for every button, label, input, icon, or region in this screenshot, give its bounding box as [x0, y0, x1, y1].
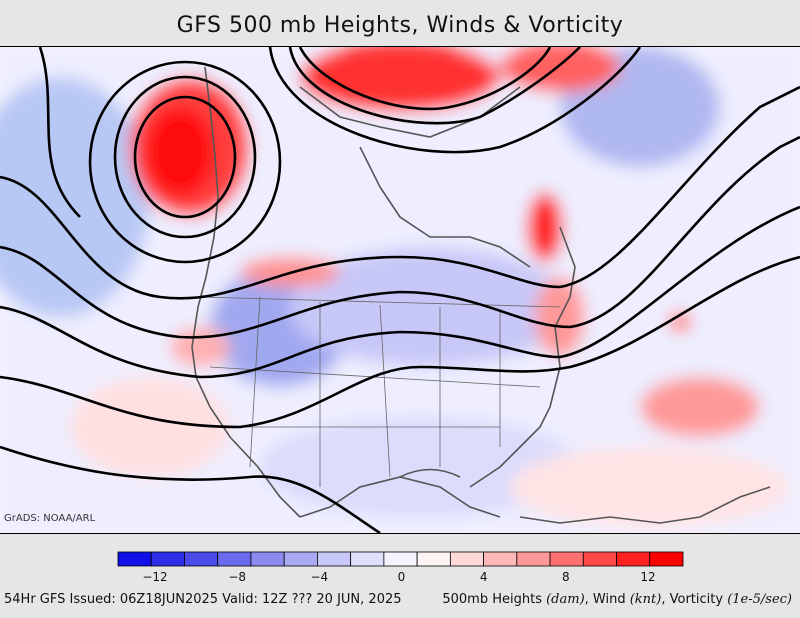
colorbar-box [483, 551, 518, 567]
colorbar-box [117, 551, 152, 567]
credit-label: GrADS: NOAA/ARL [4, 513, 96, 524]
colorbar-tick-label: −4 [310, 570, 328, 584]
colorbar-box [416, 551, 451, 567]
heights-unit: (dam) [546, 592, 585, 607]
colorbar-boxes [117, 551, 684, 567]
colorbar-box [549, 551, 584, 567]
chart-title: GFS 500 mb Heights, Winds & Vorticity [0, 0, 800, 46]
colorbar-box [184, 551, 219, 567]
colorbar-box [150, 551, 185, 567]
colorbar-labels: −12 −8 −4 0 4 8 12 [142, 570, 655, 584]
colorbar-tick-label: 4 [480, 570, 488, 584]
map-canvas [0, 42, 800, 535]
colorbar-box [449, 551, 484, 567]
vorticity-label: , Vorticity [661, 592, 728, 607]
colorbar-box [217, 551, 252, 567]
colorbar-tick-label: −12 [142, 570, 167, 584]
colorbar-box [317, 551, 352, 567]
colorbar: −12 −8 −4 0 4 8 12 [117, 551, 684, 584]
wind-label: , Wind [584, 592, 630, 607]
colorbar-box [250, 551, 285, 567]
coastlines [191, 66, 771, 524]
colorbar-box [383, 551, 418, 567]
issue-info: 54Hr GFS Issued: 06Z18JUN2025 Valid: 12Z… [4, 592, 402, 607]
height-contours [0, 46, 800, 535]
colorbar-box [649, 551, 684, 567]
colorbar-tick-label: 8 [562, 570, 570, 584]
colorbar-box [582, 551, 617, 567]
colorbar-box [283, 551, 318, 567]
vorticity-field [0, 42, 800, 533]
colorbar-tick-label: −8 [228, 570, 246, 584]
colorbar-box [516, 551, 551, 567]
weather-map [0, 42, 800, 535]
legend-description: 500mb Heights (dam), Wind (knt), Vortici… [442, 592, 792, 607]
heights-label: 500mb Heights [442, 592, 547, 607]
wind-unit: (knt) [629, 592, 662, 607]
vorticity-unit: (1e-5/sec) [727, 592, 792, 607]
colorbar-box [350, 551, 385, 567]
colorbar-box [616, 551, 651, 567]
colorbar-tick-label: 12 [640, 570, 655, 584]
colorbar-tick-label: 0 [398, 570, 406, 584]
